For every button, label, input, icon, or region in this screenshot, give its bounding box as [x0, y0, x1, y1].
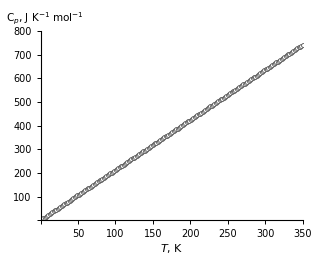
X-axis label: $T$, K: $T$, K	[160, 242, 183, 255]
Text: C$_p$, J K$^{-1}$ mol$^{-1}$: C$_p$, J K$^{-1}$ mol$^{-1}$	[7, 11, 85, 27]
